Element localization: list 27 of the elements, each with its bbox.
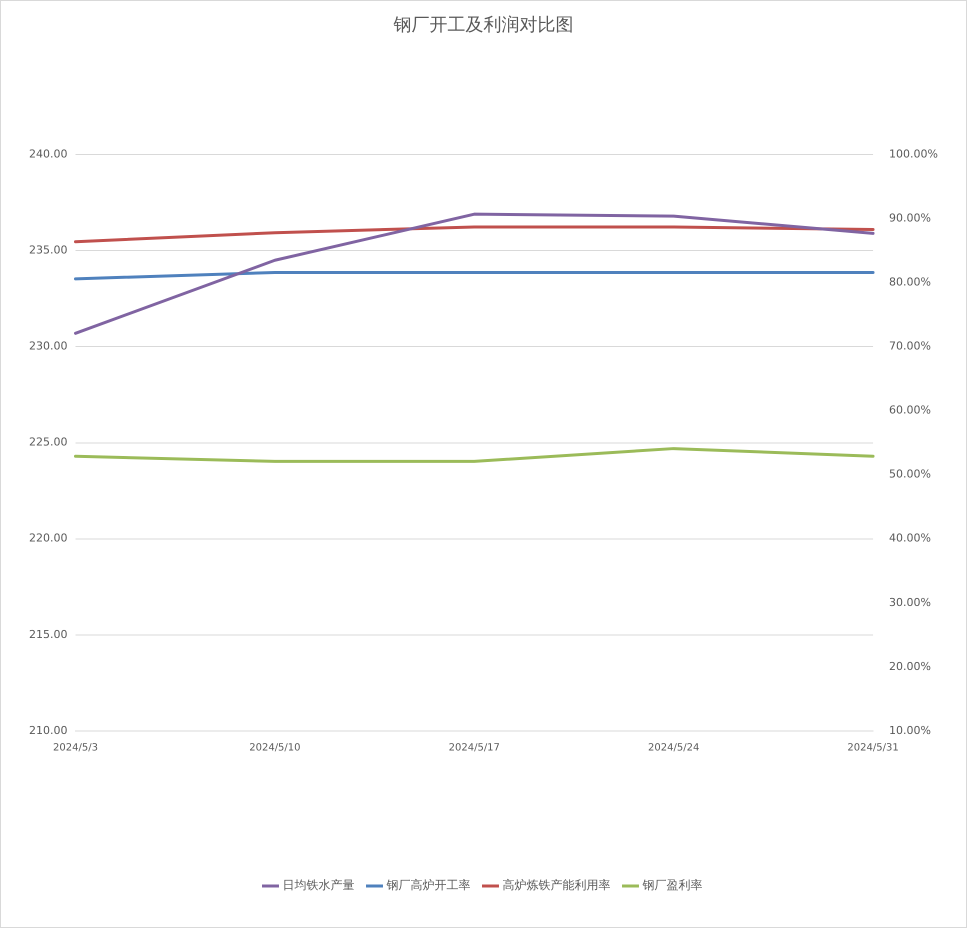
y2-tick-label: 60.00% xyxy=(889,404,932,417)
legend-label: 钢厂盈利率 xyxy=(642,878,702,892)
legend-label: 钢厂高炉开工率 xyxy=(386,878,470,892)
y-tick-label: 225.00 xyxy=(28,436,68,449)
x-tick-label: 2024/5/10 xyxy=(249,742,301,754)
y2-tick-label: 100.00% xyxy=(889,147,938,160)
y2-tick-label: 90.00% xyxy=(889,212,932,225)
y-tick-label: 240.00 xyxy=(28,147,68,160)
y-tick-label: 220.00 xyxy=(28,532,68,545)
chart-title: 钢厂开工及利润对比图 xyxy=(392,14,574,36)
x-tick-label: 2024/5/31 xyxy=(847,742,899,754)
x-tick-label: 2024/5/24 xyxy=(648,742,700,754)
legend-label: 高炉炼铁产能利用率 xyxy=(502,878,610,892)
y2-tick-label: 40.00% xyxy=(889,532,932,545)
y2-tick-label: 50.00% xyxy=(889,468,932,481)
y2-tick-label: 10.00% xyxy=(889,724,932,737)
y-tick-label: 235.00 xyxy=(28,244,68,257)
y-tick-label: 210.00 xyxy=(28,724,68,737)
x-tick-label: 2024/5/3 xyxy=(53,742,98,754)
y-tick-label: 230.00 xyxy=(28,340,68,353)
y2-tick-label: 20.00% xyxy=(889,660,932,673)
y2-tick-label: 80.00% xyxy=(889,276,932,289)
legend-label: 日均铁水产量 xyxy=(282,878,354,892)
y-tick-label: 215.00 xyxy=(28,628,68,641)
y2-tick-label: 70.00% xyxy=(889,340,932,353)
x-tick-label: 2024/5/17 xyxy=(448,742,500,754)
y2-tick-label: 30.00% xyxy=(889,596,932,609)
